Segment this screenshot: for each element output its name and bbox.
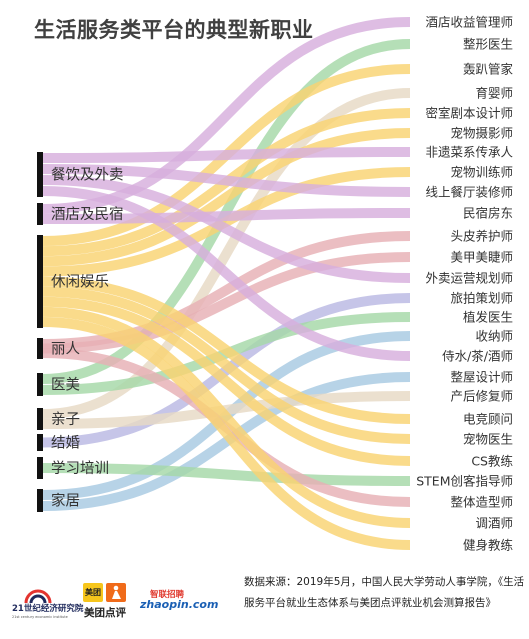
target-label: 育婴师 <box>475 86 513 101</box>
zhaopin-en-name: zhaopin.com <box>140 598 219 611</box>
flow-link <box>42 164 411 197</box>
target-label: 电竞顾问 <box>463 412 513 427</box>
target-label: 密室剧本设计师 <box>425 106 513 121</box>
source-label: 餐饮及外卖 <box>51 167 124 184</box>
target-label: 民宿房东 <box>463 206 513 221</box>
source-bar <box>37 152 43 197</box>
target-label: 宠物医生 <box>463 432 513 447</box>
meituan-badge: 美团 <box>83 583 103 602</box>
institute-logo: 21世纪经济研究院 21st century economic institut… <box>12 584 84 624</box>
source-bar <box>37 373 43 396</box>
source-bar <box>37 203 43 225</box>
target-label: 头皮养护师 <box>450 229 513 244</box>
target-label: CS教练 <box>471 454 513 469</box>
source-label: 丽人 <box>51 341 80 358</box>
target-label: 美甲美睫师 <box>450 250 513 265</box>
source-label: 酒店及民宿 <box>51 206 124 223</box>
target-label: 非遗菜系传承人 <box>425 145 513 160</box>
institute-subtitle: 21st century economic institute <box>12 615 68 619</box>
target-label: 旅拍策划师 <box>450 291 513 306</box>
target-label: 整形医生 <box>463 37 513 52</box>
meituan-dianping-name: 美团点评 <box>84 607 126 619</box>
source-bar <box>37 457 43 479</box>
dianping-icon <box>106 583 126 602</box>
source-bar <box>37 408 43 430</box>
target-label: 侍水/茶/酒师 <box>442 349 513 364</box>
data-source-note: 数据来源：2019年5月，中国人民大学劳动人事学院，《生活服务平台就业生态体系与… <box>244 576 525 609</box>
target-label: 产后修复师 <box>450 389 513 404</box>
flow-link <box>42 372 411 511</box>
source-label: 结婚 <box>51 435 80 452</box>
flow-link <box>42 306 411 528</box>
flow-link <box>42 208 411 224</box>
zhaopin-logo: 智联招聘 zhaopin.com <box>140 586 218 622</box>
flow-link <box>42 167 411 277</box>
target-label: 线上餐厅装修师 <box>425 185 513 200</box>
target-label: 植发医生 <box>463 310 513 325</box>
arc-logo-icon <box>24 589 52 604</box>
flow-link <box>42 252 411 354</box>
source-bar <box>37 235 43 328</box>
target-label: 整屋设计师 <box>450 370 513 385</box>
source-bar <box>37 434 43 451</box>
flow-link <box>42 286 411 444</box>
target-label: 宠物训练师 <box>450 165 513 180</box>
flow-link <box>42 88 411 419</box>
flow-link <box>42 296 411 466</box>
target-label: 宠物摄影师 <box>450 126 513 141</box>
institute-name: 21世纪经济研究院 <box>12 604 84 614</box>
source-label: 家居 <box>51 493 80 510</box>
zhaopin-cn-name: 智联招聘 <box>150 590 185 600</box>
target-label: 调酒师 <box>475 516 513 531</box>
source-label: 医美 <box>51 377 80 394</box>
target-label: 轰趴管家 <box>463 62 514 77</box>
source-bar <box>37 338 43 359</box>
target-label: 收纳师 <box>475 329 513 344</box>
target-label: STEM创客指导师 <box>416 474 513 489</box>
source-label: 学习培训 <box>51 460 109 477</box>
target-label-layer: 酒店收益管理师整形医生轰趴管家育婴师密室剧本设计师宠物摄影师非遗菜系传承人宠物训… <box>416 15 513 553</box>
source-label: 休闲娱乐 <box>51 274 109 291</box>
target-label: 酒店收益管理师 <box>425 15 513 30</box>
flow-link <box>42 186 411 361</box>
flow-link <box>42 317 411 550</box>
flow-link <box>42 128 411 267</box>
source-bar <box>37 489 43 512</box>
flow-link <box>42 276 411 424</box>
target-label: 健身教练 <box>463 538 514 553</box>
source-bar-layer <box>37 152 43 512</box>
flow-link <box>42 463 411 486</box>
flow-layer <box>42 17 411 550</box>
source-label: 亲子 <box>51 411 80 428</box>
flow-link <box>42 147 411 163</box>
flow-link <box>42 175 411 283</box>
target-label: 外卖运营规划师 <box>425 271 513 286</box>
meituan-logo: 美团 美团点评 <box>77 583 133 627</box>
page-title: 生活服务类平台的典型新职业 <box>34 18 314 42</box>
target-label: 整体造型师 <box>450 495 513 510</box>
